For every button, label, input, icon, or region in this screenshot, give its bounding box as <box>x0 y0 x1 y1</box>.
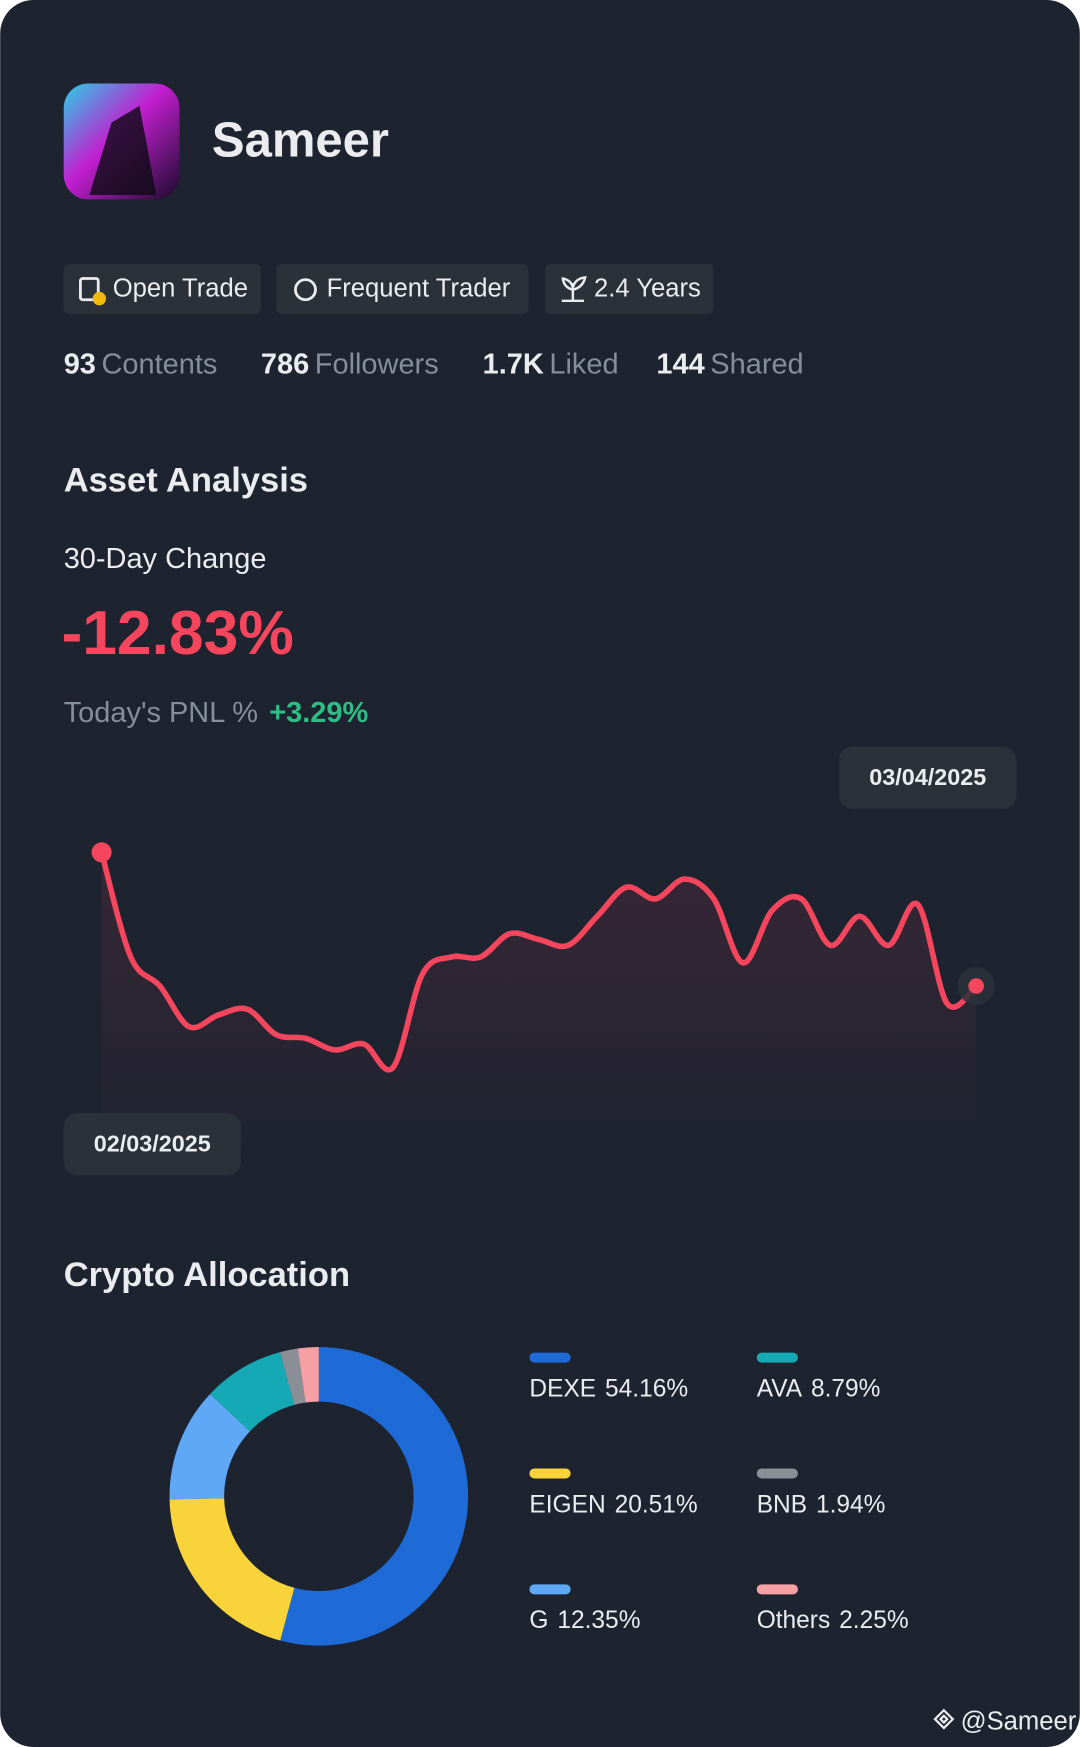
section-title: Asset Analysis <box>64 462 308 500</box>
stat-value: 786 <box>261 348 309 380</box>
legend-name: EIGEN <box>529 1492 605 1519</box>
stat-value: 144 <box>656 348 704 380</box>
section-title: Crypto Allocation <box>64 1256 350 1294</box>
badge-label: Open Trade <box>113 274 248 302</box>
legend-value: 2.25% <box>839 1608 908 1635</box>
donut-segment <box>297 1347 319 1403</box>
donut-segment <box>210 1352 295 1432</box>
legend-swatch <box>756 1584 798 1595</box>
legend-value: 12.35% <box>557 1608 640 1635</box>
stat-label: Shared <box>710 348 803 380</box>
badge <box>63 264 261 315</box>
legend-swatch <box>529 1584 571 1595</box>
donut-segment <box>169 1393 250 1500</box>
pnl: Today's PNL % +3.29% <box>64 697 369 729</box>
legend-value: 54.16% <box>605 1376 688 1403</box>
legend-swatch <box>756 1468 798 1479</box>
donut-segment <box>169 1498 295 1641</box>
date-label: 02/03/2025 <box>94 1131 211 1157</box>
pnl-value: +3.29% <box>269 697 368 729</box>
pnl-label: Today's PNL % <box>64 697 258 729</box>
legend-name: G <box>529 1608 548 1635</box>
legend-entry: Others 2.25% <box>757 1608 909 1635</box>
stat-value: 93 <box>64 348 96 380</box>
stat: 144 Shared <box>656 348 803 380</box>
badge-icon <box>92 291 107 306</box>
badge-icon <box>561 276 587 303</box>
legend-value: 8.79% <box>811 1376 880 1403</box>
line-area <box>101 852 977 1159</box>
footer-logo <box>933 1708 955 1730</box>
legend-name: AVA <box>757 1376 803 1403</box>
legend-value: 20.51% <box>615 1492 698 1519</box>
badge-label: 2.4 Years <box>594 274 701 302</box>
legend-entry: G 12.35% <box>529 1608 640 1635</box>
profile-name: Sameer <box>212 114 389 168</box>
date-label: 03/04/2025 <box>869 764 986 790</box>
legend-name: DEXE <box>529 1376 596 1403</box>
legend-entry: AVA 8.79% <box>757 1376 881 1403</box>
legend-entry: EIGEN 20.51% <box>529 1492 697 1519</box>
change-label: 30-Day Change <box>64 543 267 575</box>
point-marker <box>91 842 112 863</box>
donut-segment <box>280 1347 469 1646</box>
donut-segment <box>279 1348 306 1405</box>
donut-chart: DEXE 54.16% EIGEN 20.51% G 12.35% AVA 8.79% BNB 1… <box>169 1347 909 1646</box>
badge <box>276 264 529 315</box>
point-marker <box>968 978 984 994</box>
badge <box>545 264 714 315</box>
legend-swatch <box>756 1352 798 1363</box>
badges: Open Trade Frequent Trader 2.4 Years <box>63 264 714 315</box>
stat: 1.7K Liked <box>483 348 619 380</box>
stat-label: Followers <box>315 348 439 380</box>
avatar-figure <box>89 105 157 195</box>
legend-entry: BNB 1.94% <box>757 1492 886 1519</box>
badge-label: Frequent Trader <box>327 274 511 302</box>
stat: 93 Contents <box>64 348 218 380</box>
badge-icon <box>294 278 317 302</box>
date-tooltip <box>839 746 1017 809</box>
legend-swatch <box>529 1468 571 1479</box>
stat-label: Liked <box>549 348 618 380</box>
footer-handle: @Sameer <box>961 1707 1077 1735</box>
footer: @Sameer <box>933 1707 1077 1735</box>
date-tooltip <box>63 1113 241 1176</box>
stat-value: 1.7K <box>483 348 544 380</box>
stats: 93 Contents 786 Followers 1.7K Liked 144 Sha… <box>64 348 804 380</box>
legend-name: Others <box>757 1608 831 1635</box>
legend-entry: DEXE 54.16% <box>529 1376 688 1403</box>
badge-icon <box>79 277 100 302</box>
legend-swatch <box>529 1352 571 1363</box>
line-chart: 02/03/2025 03/04/2025 <box>63 746 1017 1176</box>
change-value: -12.83% <box>61 599 293 668</box>
legend-value: 1.94% <box>816 1492 885 1519</box>
legend-name: BNB <box>757 1492 807 1519</box>
line-series <box>98 849 979 1073</box>
stat-label: Contents <box>101 348 217 380</box>
stat: 786 Followers <box>261 348 439 380</box>
